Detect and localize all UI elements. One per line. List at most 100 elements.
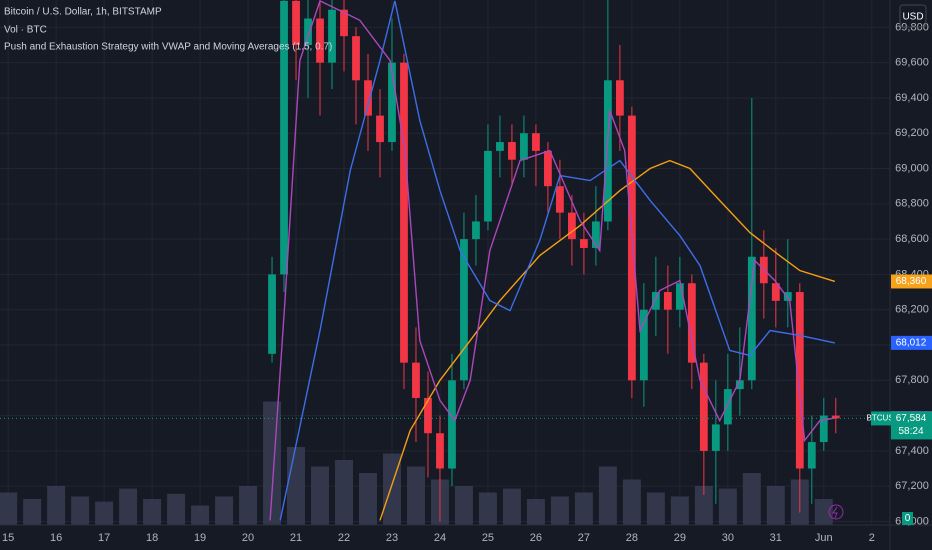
x-tick-label: 25 (482, 532, 494, 544)
candle-body (807, 442, 816, 469)
candle-body (651, 292, 660, 310)
volume-bar (239, 486, 258, 525)
y-tick-label: 68,800 (895, 198, 929, 210)
x-tick-label: 31 (770, 532, 782, 544)
axes: 67,00067,20067,40067,60067,80068,00068,2… (2, 21, 932, 544)
x-tick-label: 28 (626, 532, 638, 544)
event-icon-bolt (832, 506, 838, 519)
y-tick-label: 67,400 (895, 445, 929, 457)
volume-bar (358, 473, 377, 525)
volume-bar (502, 488, 521, 525)
volume-bar (215, 496, 234, 525)
x-tick-label: 15 (2, 532, 14, 544)
candle-body (448, 380, 456, 469)
y-tick-label: 67,200 (895, 480, 929, 492)
candle-body (424, 397, 432, 434)
candle-body (795, 292, 804, 469)
volume-bar (406, 466, 425, 525)
candle-body (280, 0, 288, 275)
indicator-line (279, 0, 835, 521)
volume-bar (335, 460, 354, 525)
candle-body (699, 362, 708, 451)
candle-body (460, 239, 468, 381)
volume-bar (718, 488, 737, 525)
candle-body (568, 212, 576, 240)
x-tick-label: 30 (722, 532, 734, 544)
volume-bar (814, 499, 833, 525)
candle-body (663, 292, 672, 310)
candle-body (316, 18, 324, 63)
candle-body (520, 133, 528, 160)
volume-bar (263, 401, 282, 525)
y-tick-label: 69,000 (895, 162, 929, 174)
volume-bar (23, 499, 42, 525)
candle-body (484, 150, 492, 222)
price-tag-label: 68,360 (896, 276, 927, 287)
currency-button[interactable] (899, 4, 927, 28)
y-tick-label: 67,800 (895, 374, 929, 386)
price-tag-label: 67,584 (896, 413, 927, 424)
candle-body (412, 362, 420, 398)
volume-bar (143, 499, 162, 525)
candle-body (783, 292, 792, 301)
candle-body (687, 283, 696, 363)
x-tick-label: 23 (386, 532, 398, 544)
price-tag (891, 411, 932, 440)
symbol-tag (871, 411, 895, 426)
candle-body (579, 239, 588, 248)
price-tag (891, 274, 932, 289)
candle-body (352, 36, 360, 81)
candle-body (340, 9, 348, 37)
x-tick-label: 16 (50, 532, 62, 544)
chart-title: Bitcoin / U.S. Dollar, 1h, BITSTAMP (4, 7, 162, 18)
volume-bar (622, 479, 641, 525)
y-tick-label: 69,200 (895, 127, 929, 139)
volume-tag-label: 0 (905, 513, 911, 524)
candle-body (508, 142, 516, 160)
volume-bar (71, 496, 90, 525)
candle-body (771, 283, 780, 301)
volume-bar (47, 486, 66, 525)
x-tick-label: 17 (98, 532, 110, 544)
y-tick-label: 68,600 (895, 233, 929, 245)
volume-bar (167, 493, 186, 525)
candle-body (292, 0, 300, 45)
volume-bar (95, 501, 114, 525)
volume-bar (694, 486, 713, 525)
volume-bar (287, 447, 306, 525)
candle-body (268, 274, 276, 354)
candle-body (819, 415, 828, 443)
candle-body (639, 309, 648, 381)
candle-body (556, 186, 564, 213)
price-tag (891, 335, 932, 350)
volume-tag (902, 512, 913, 525)
volume-bar (742, 473, 761, 525)
volume-bar (598, 466, 617, 525)
volume-bar (119, 488, 138, 525)
x-tick-label: Jun (815, 532, 833, 544)
candle-body (472, 221, 480, 240)
currency-label[interactable]: USD (902, 12, 923, 23)
volume-bar (191, 505, 210, 525)
event-icon[interactable] (828, 504, 844, 520)
candle-body (304, 18, 312, 45)
subtitle: Vol · BTC (4, 25, 47, 36)
candle-body (831, 415, 840, 419)
x-tick-label: 20 (242, 532, 254, 544)
volume-bar (526, 499, 545, 525)
candle-body (364, 80, 372, 116)
candle-body (376, 115, 384, 143)
volume-bar (550, 496, 569, 525)
volume-bar (478, 492, 497, 525)
candle-body (627, 115, 636, 381)
candle-body (436, 433, 444, 469)
candle-body (603, 80, 612, 222)
x-tick-label: 18 (146, 532, 158, 544)
volume-bar (670, 496, 689, 525)
plot-area (0, 0, 890, 525)
y-tick-label: 69,400 (895, 92, 929, 104)
subtitle: Push and Exhaustion Strategy with VWAP a… (4, 42, 332, 53)
y-tick-label: 69,600 (895, 57, 929, 69)
x-tick-label: 27 (578, 532, 590, 544)
